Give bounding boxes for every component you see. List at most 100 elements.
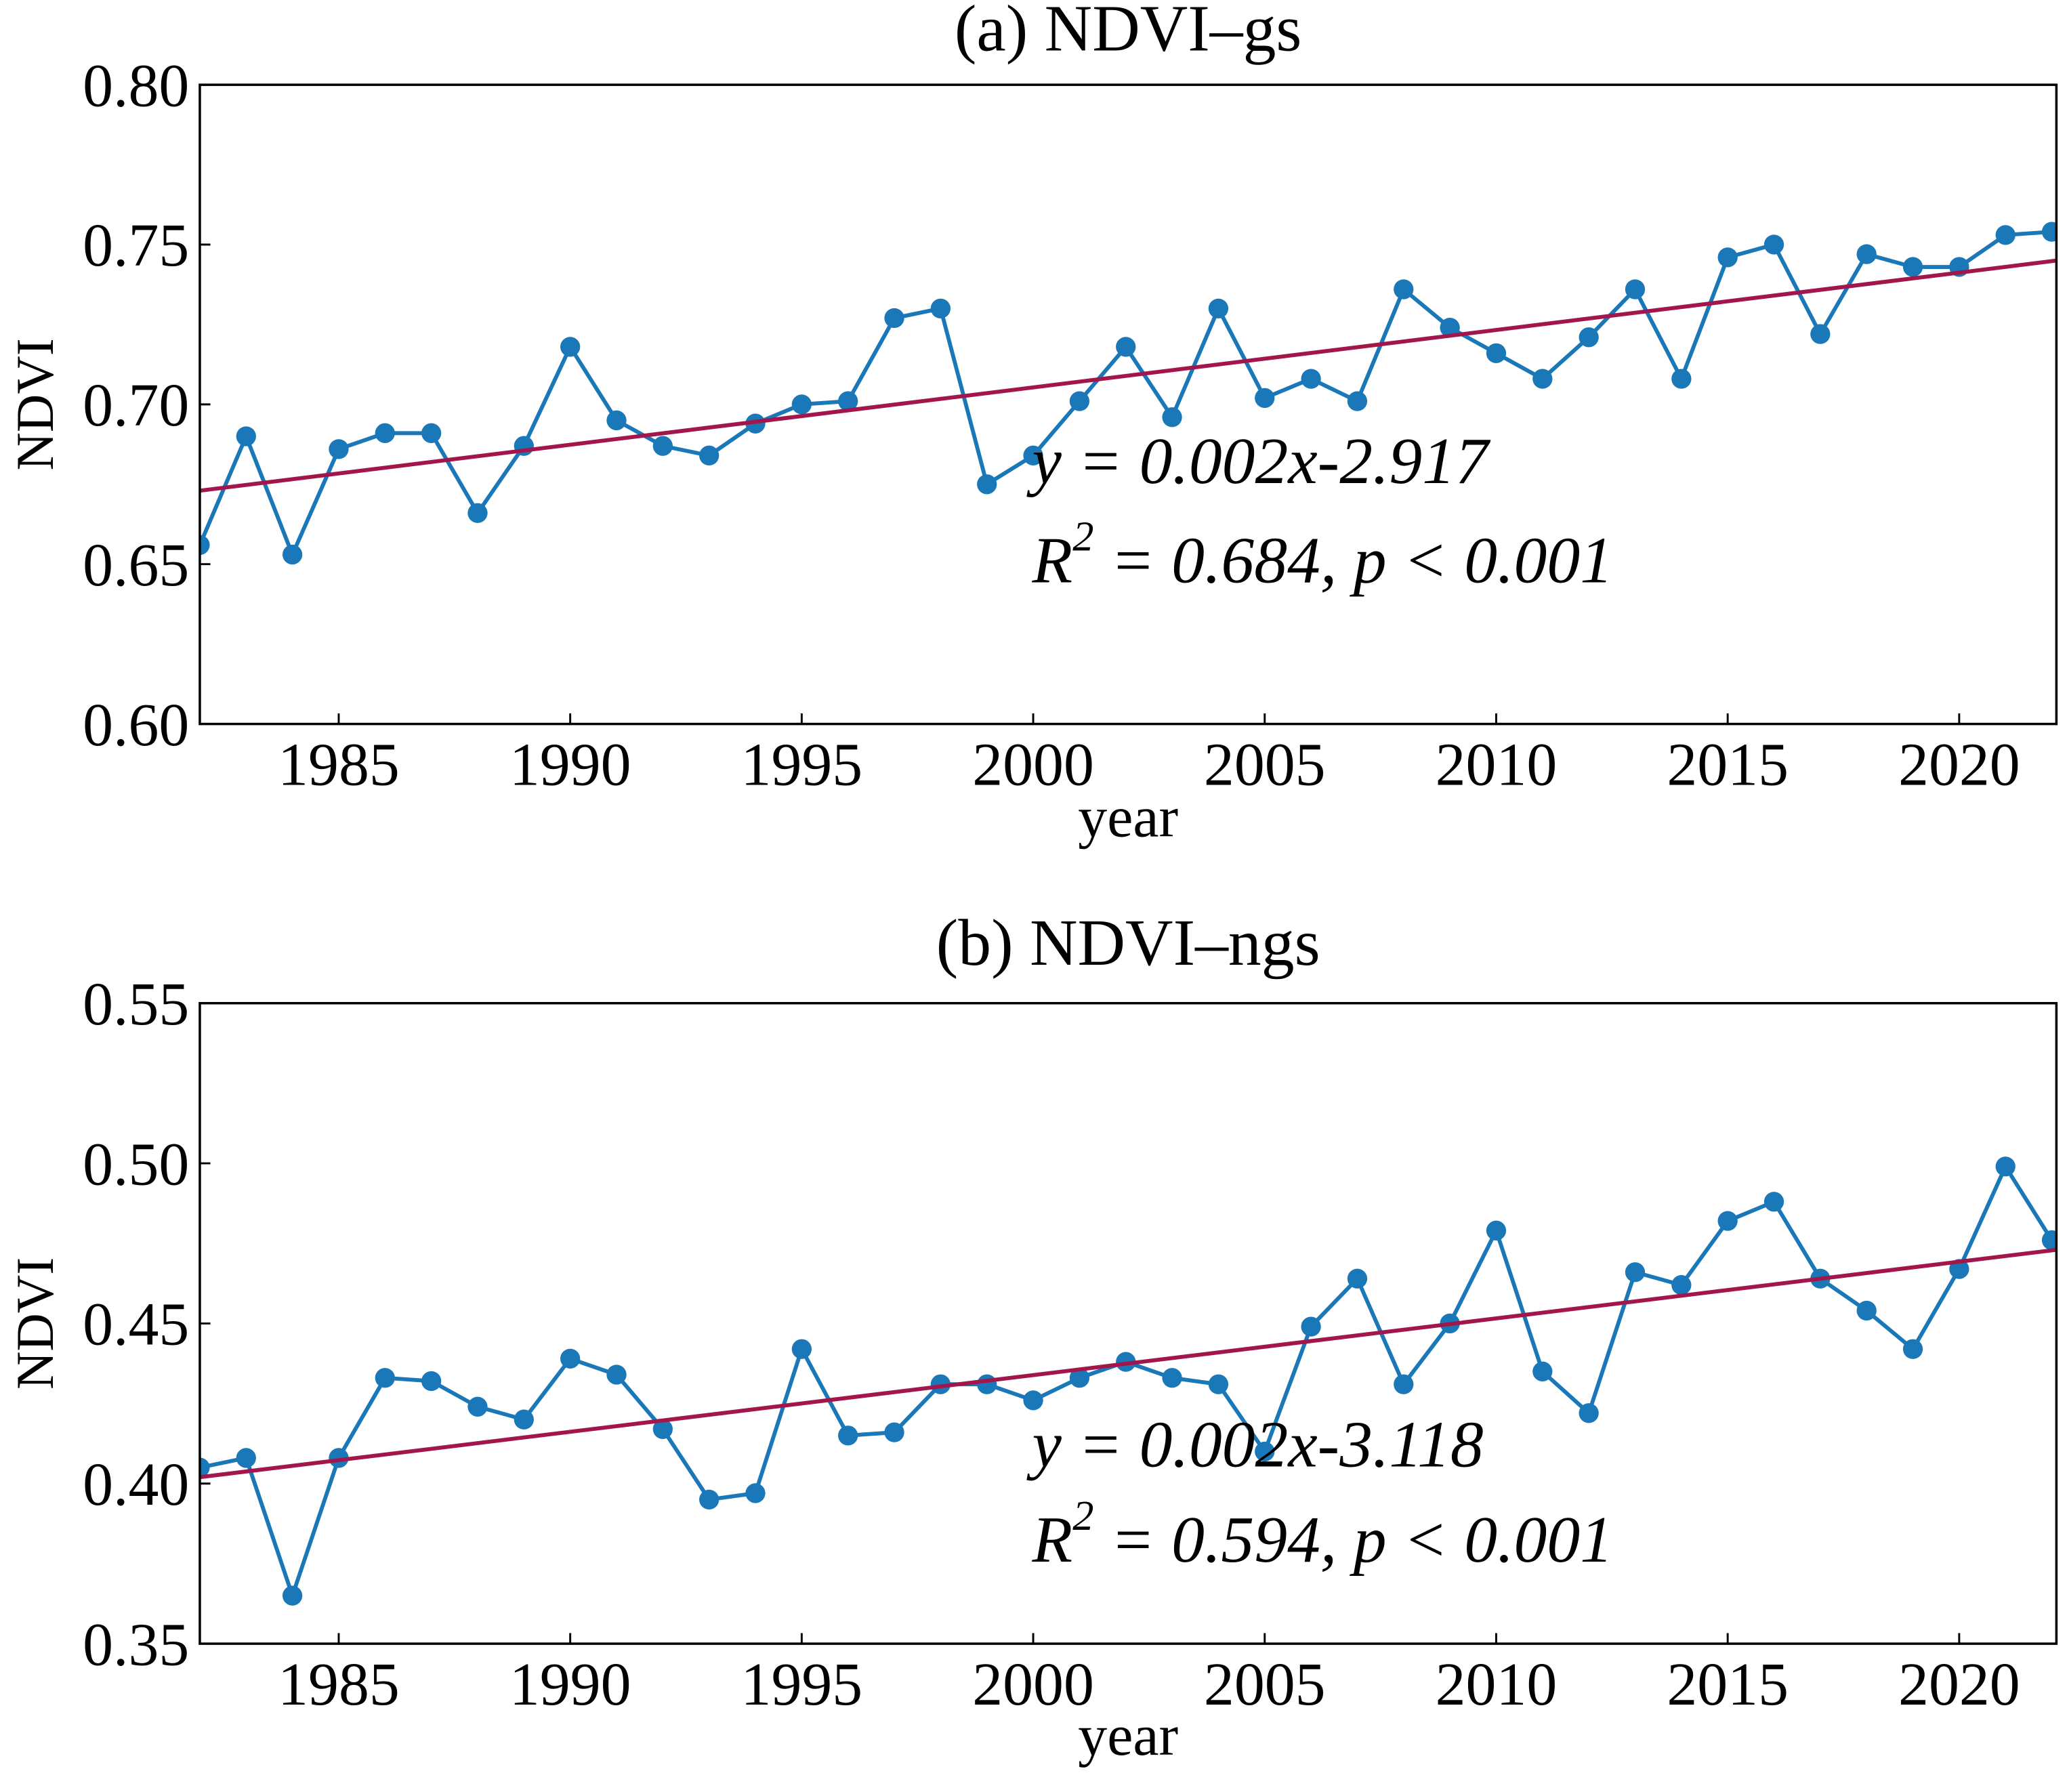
data-point (838, 1425, 858, 1446)
data-point (560, 1348, 581, 1369)
data-point (1023, 445, 1043, 465)
x-tick-label: 2020 (1898, 731, 2020, 798)
r-rest: = 0.684, p < 0.001 (1093, 524, 1613, 598)
trend-line (199, 258, 2057, 493)
data-point (1023, 1390, 1043, 1411)
chart-title: (a) NDVI–gs (955, 0, 1302, 65)
data-point (1995, 1157, 2016, 1177)
data-point (977, 1374, 997, 1394)
x-tick-label: 1985 (278, 1651, 400, 1718)
r-base: R (1032, 524, 1073, 598)
x-axis-label: year (1078, 1703, 1178, 1768)
y-tick-label: 0.40 (83, 1451, 189, 1518)
data-point (930, 1374, 951, 1394)
x-tick-label: 2005 (1204, 1651, 1326, 1718)
data-point (560, 337, 581, 357)
x-tick-label: 2005 (1204, 731, 1326, 798)
data-point (1856, 244, 1877, 264)
data-point (1486, 343, 1507, 364)
data-point (1671, 1275, 1692, 1295)
y-tick-label: 0.55 (83, 971, 189, 1038)
data-point (1440, 318, 1460, 338)
data-point (884, 308, 904, 329)
x-axis-label: year (1078, 785, 1178, 850)
data-point (199, 535, 210, 556)
x-tick-label: 2000 (972, 731, 1094, 798)
data-point (1301, 1316, 1321, 1337)
data-point (1671, 369, 1692, 389)
data-point (930, 298, 951, 318)
r-sup: 2 (1072, 513, 1093, 560)
r-sup: 2 (1072, 1492, 1093, 1539)
data-point (1208, 298, 1229, 318)
data-point (1856, 1300, 1877, 1321)
data-point (1995, 225, 2016, 245)
data-point (1486, 1220, 1507, 1241)
data-point (282, 1585, 303, 1606)
data-point (977, 474, 997, 495)
data-point (1069, 391, 1090, 411)
r-rest: = 0.594, p < 0.001 (1093, 1503, 1613, 1577)
data-point (375, 1368, 395, 1388)
data-point (1162, 407, 1182, 428)
chart-panel: (a) NDVI–gs 0.60 0.65 0.70 0.75 0.80 1985 1990 1… (5, 0, 2058, 850)
data-point (514, 1409, 534, 1430)
data-point (1717, 1211, 1738, 1231)
data-point (236, 426, 256, 446)
r-squared: R2 = 0.594, p < 0.001 (1032, 1492, 1613, 1577)
plot-frame (199, 1001, 2058, 1645)
data-point (1579, 327, 1599, 348)
data-point (1625, 279, 1646, 299)
data-point (1394, 1374, 1414, 1394)
data-point (1810, 324, 1831, 344)
data-point (2041, 222, 2057, 242)
x-tick-label: 1985 (278, 731, 400, 798)
x-tick-label: 1990 (509, 1651, 631, 1718)
y-tick-label: 0.70 (83, 372, 189, 439)
y-tick-label: 0.50 (83, 1131, 189, 1198)
data-point (606, 1364, 627, 1385)
data-point (375, 423, 395, 443)
x-tick-label: 1995 (741, 1651, 863, 1718)
data-point (421, 1371, 442, 1392)
x-tick-label: 2000 (972, 1651, 1094, 1718)
data-point (236, 1448, 256, 1468)
y-tick-label: 0.80 (83, 52, 189, 119)
r-squared: R2 = 0.684, p < 0.001 (1032, 513, 1613, 598)
data-point (329, 439, 349, 459)
data-point (1301, 369, 1321, 389)
data-point (745, 1483, 766, 1503)
data-point (652, 436, 673, 456)
data-point (467, 1396, 488, 1417)
x-tick-label: 1990 (509, 731, 631, 798)
data-point (1532, 369, 1553, 389)
data-point (421, 423, 442, 443)
data-point (884, 1422, 904, 1442)
x-tick-label: 2010 (1436, 1651, 1558, 1718)
y-tick-label: 0.45 (83, 1291, 189, 1358)
y-tick-label: 0.35 (83, 1611, 189, 1678)
y-axis-label: NDVI (5, 338, 64, 470)
y-tick-label: 0.60 (83, 692, 189, 759)
data-point (1208, 1374, 1229, 1394)
data-point (329, 1448, 349, 1468)
plot-frame (199, 83, 2058, 726)
data-point (1902, 257, 1923, 277)
data-point (282, 544, 303, 565)
equation: y = 0.002x-3.118 (1026, 1408, 1484, 1481)
equation: y = 0.002x-2.917 (1026, 425, 1492, 498)
y-tick-label: 0.75 (83, 212, 189, 279)
data-point (606, 410, 627, 431)
data-point (699, 1489, 719, 1510)
data-point (652, 1419, 673, 1440)
y-axis-label: NDVI (5, 1257, 64, 1390)
data-point (838, 391, 858, 411)
data-point (791, 394, 812, 415)
x-tick-label: 2020 (1898, 1651, 2020, 1718)
data-point (1394, 279, 1414, 299)
data-point (1763, 234, 1784, 255)
data-point (2041, 1230, 2057, 1251)
r-base: R (1032, 1503, 1073, 1577)
